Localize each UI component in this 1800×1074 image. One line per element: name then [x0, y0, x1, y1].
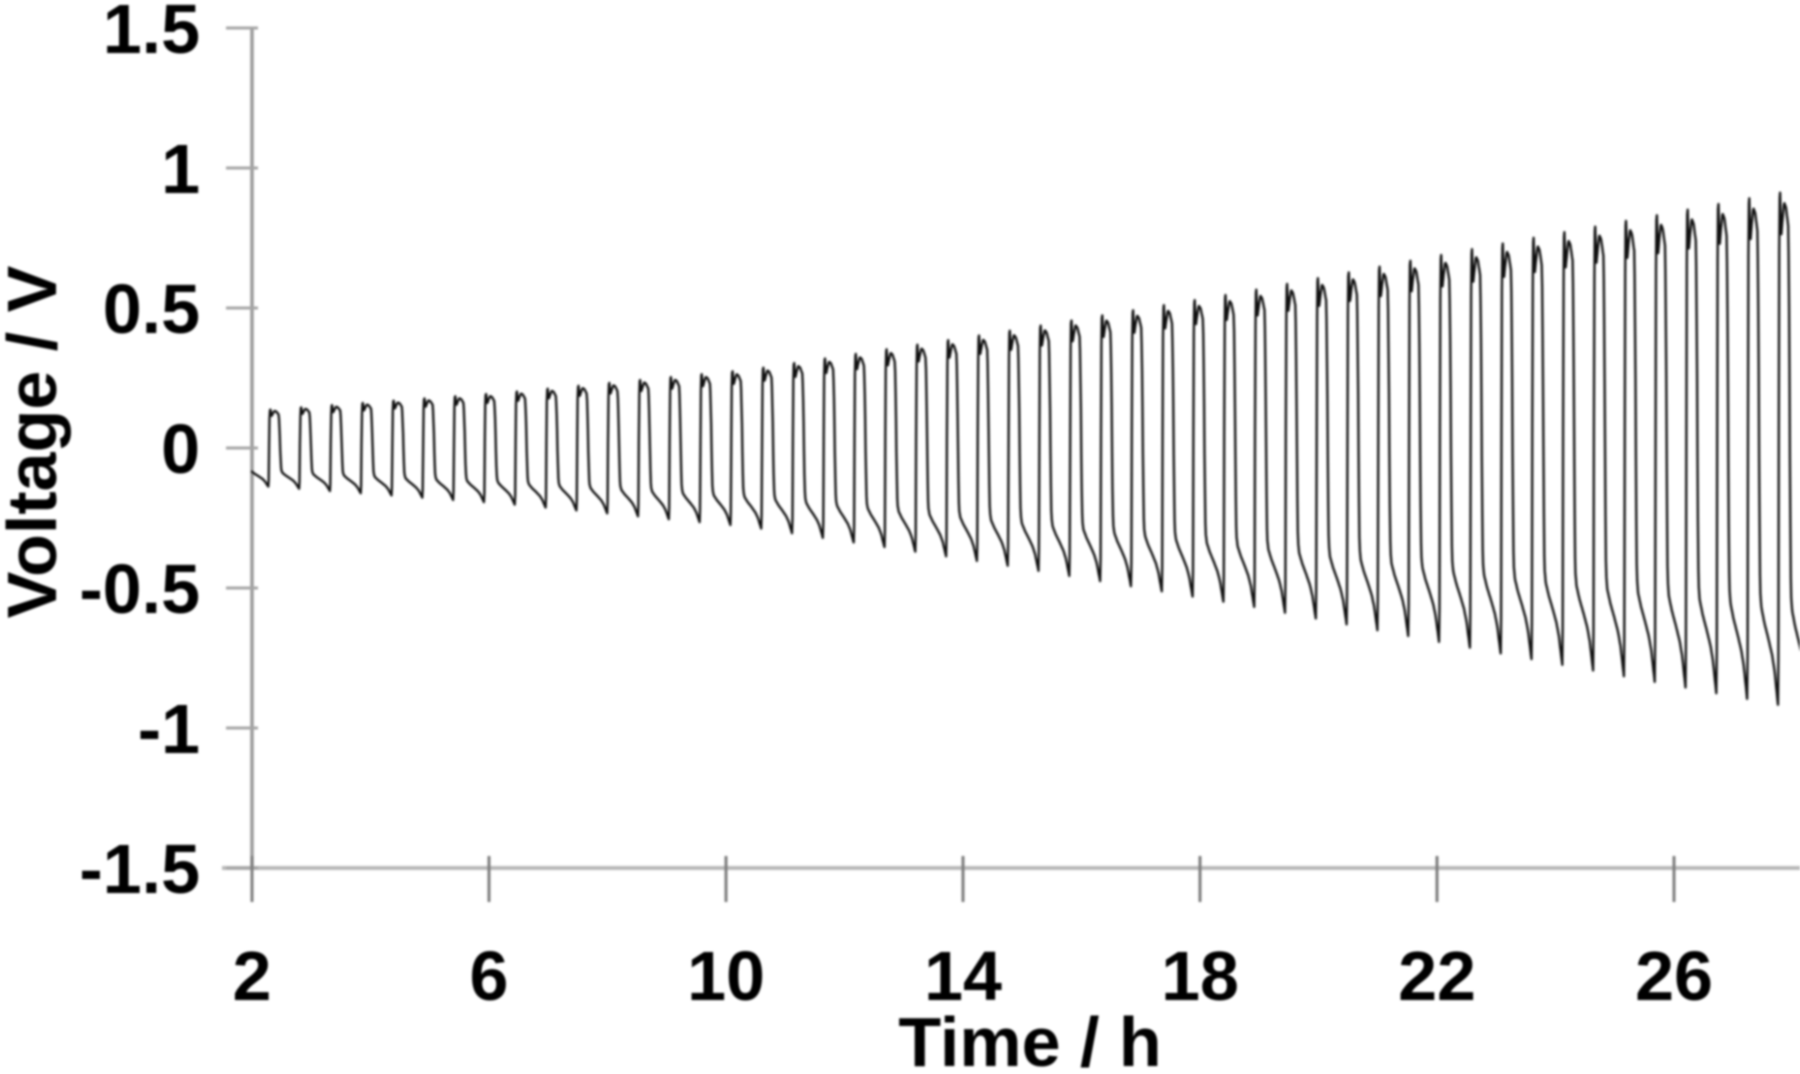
- x-tick-label: 26: [1635, 937, 1713, 1015]
- y-axis-title: Voltage / V: [0, 265, 71, 619]
- y-tick-label: -1: [138, 690, 200, 768]
- y-tick-label: -0.5: [79, 550, 200, 628]
- x-tick-label: 14: [924, 937, 1002, 1015]
- x-axis-title: Time / h: [898, 1003, 1162, 1074]
- x-tick-label: 18: [1161, 937, 1239, 1015]
- y-tick-label: 1.5: [103, 0, 200, 68]
- y-tick-label: 1: [161, 130, 200, 208]
- y-tick-label: 0.5: [103, 270, 200, 348]
- y-tick-label: 0: [161, 410, 200, 488]
- x-tick-label: 10: [687, 937, 765, 1015]
- x-tick-label: 22: [1398, 937, 1476, 1015]
- voltage-waveform: [250, 191, 1800, 706]
- x-tick-label: 2: [233, 937, 272, 1015]
- x-tick-label: 6: [470, 937, 509, 1015]
- y-tick-label: -1.5: [79, 830, 200, 908]
